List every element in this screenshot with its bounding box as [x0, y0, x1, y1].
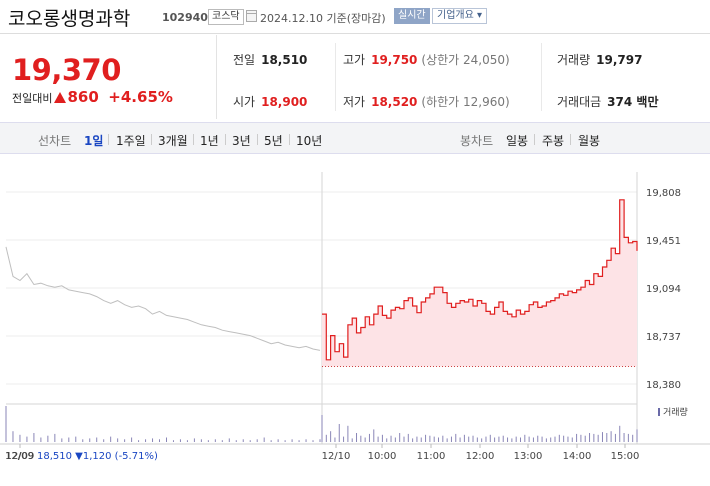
y-tick-label: 19,808 [646, 188, 681, 199]
divider [257, 134, 258, 145]
stat-low: 저가 18,520 (하한가 12,960) [343, 93, 510, 110]
divider [108, 134, 109, 145]
stat-label: 시가 [233, 95, 256, 109]
x-tick-label: 12/10 [322, 451, 351, 462]
chart-footer: 12/09 18,510 ▼1,120 (-5.71%) [5, 451, 158, 462]
change-label: 전일대비 [12, 92, 53, 105]
realtime-button[interactable]: 실시간 [394, 8, 430, 24]
volume-bars-layer [5, 406, 638, 442]
volume-legend-swatch [658, 408, 660, 416]
company-info-dropdown[interactable]: 기업개요 ▾ [432, 8, 487, 24]
company-name: 코오롱생명과학 [8, 8, 131, 30]
price-chart[interactable]: 19,808 19,451 19,094 18,737 18,380 거래량 12/09 12… [0, 154, 710, 486]
lower-limit: (하한가 12,960) [421, 95, 510, 109]
divider [225, 134, 226, 145]
x-tick-label: 13:00 [514, 451, 543, 462]
stat-value: 18,510 [261, 53, 308, 67]
market-badge: 코스닥 [208, 9, 244, 25]
today-line [322, 199, 638, 361]
header: 코오롱생명과학 102940 코스닥 2024.12.10 기준(장마감) 실시… [0, 0, 710, 34]
tab-5year[interactable]: 5년 [264, 134, 283, 148]
tab-1day[interactable]: 1일 [84, 134, 104, 148]
current-price: 19,370 [12, 53, 121, 87]
footer-change: 18,510 ▼1,120 (-5.71%) [37, 451, 158, 462]
stat-label: 전일 [233, 53, 256, 67]
divider [534, 134, 535, 145]
volume-legend-label: 거래량 [663, 406, 688, 418]
tab-3year[interactable]: 3년 [232, 134, 251, 148]
stat-label: 저가 [343, 95, 366, 109]
x-tick-label: 12:00 [466, 451, 495, 462]
triangle-up-icon [54, 92, 67, 103]
x-tick-label: 14:00 [563, 451, 592, 462]
prev-day-line [5, 246, 321, 351]
stat-amount: 거래대금 374 백만 [557, 93, 658, 110]
stat-value: 374 백만 [607, 95, 659, 109]
stat-volume: 거래량 19,797 [557, 51, 642, 68]
stat-value: 18,900 [261, 95, 308, 109]
divider [570, 134, 571, 145]
tab-1week[interactable]: 1주일 [116, 134, 146, 148]
tab-10year[interactable]: 10년 [296, 134, 323, 148]
chart-tabs: 선차트 1일 1주일 3개월 1년 3년 5년 10년 봉차트 일봉 주봉 월봉 [0, 122, 710, 154]
chart-grid [0, 172, 710, 445]
y-tick-label: 18,380 [646, 380, 681, 391]
divider [289, 134, 290, 145]
candle-chart-label: 봉차트 [460, 134, 494, 148]
divider [193, 134, 194, 145]
stat-open: 시가 18,900 [233, 93, 307, 110]
change-percent: +4.65% [108, 88, 173, 106]
stat-label: 거래대금 [557, 95, 602, 109]
footer-date: 12/09 [5, 451, 37, 462]
calendar-icon [246, 10, 257, 22]
stats-panel: 전일 18,510 시가 18,900 고가 19,750 (상한가 24,050) 저… [216, 35, 710, 119]
x-tick-label: 11:00 [417, 451, 446, 462]
prev-day-series-layer [5, 246, 321, 351]
stat-high: 고가 19,750 (상한가 24,050) [343, 51, 510, 68]
stock-code: 102940 [162, 11, 208, 24]
today-series-layer [322, 199, 638, 368]
change-amount: 860 [67, 88, 99, 106]
today-area [322, 199, 637, 367]
date-text: 2024.12.10 기준(장마감) [260, 12, 386, 25]
tab-weekly-candle[interactable]: 주봉 [542, 134, 565, 148]
price-panel: 19,370 전일대비 860 +4.65% [0, 35, 216, 119]
stat-prev-close: 전일 18,510 [233, 51, 307, 68]
tab-1year[interactable]: 1년 [200, 134, 219, 148]
divider [335, 43, 336, 111]
x-tick-label: 15:00 [611, 451, 640, 462]
y-tick-label: 19,094 [646, 284, 681, 295]
prev-day-footer: 12/09 18,510 ▼1,120 (-5.71%) [5, 451, 158, 462]
divider [151, 134, 152, 145]
tab-monthly-candle[interactable]: 월봉 [578, 134, 601, 148]
y-tick-label: 18,737 [646, 332, 681, 343]
stat-label: 고가 [343, 53, 366, 67]
upper-limit: (상한가 24,050) [421, 53, 510, 67]
divider [541, 43, 542, 111]
stat-label: 거래량 [557, 53, 591, 67]
line-chart-label: 선차트 [38, 134, 72, 148]
x-tick-label: 12/09 [6, 451, 35, 462]
stat-value: 18,520 [371, 95, 418, 109]
change-row: 전일대비 860 +4.65% [12, 88, 173, 106]
tab-3month[interactable]: 3개월 [158, 134, 188, 148]
tab-daily-candle[interactable]: 일봉 [506, 134, 529, 148]
y-tick-label: 19,451 [646, 236, 681, 247]
stat-value: 19,797 [596, 53, 643, 67]
stat-value: 19,750 [371, 53, 418, 67]
x-tick-label: 10:00 [368, 451, 397, 462]
